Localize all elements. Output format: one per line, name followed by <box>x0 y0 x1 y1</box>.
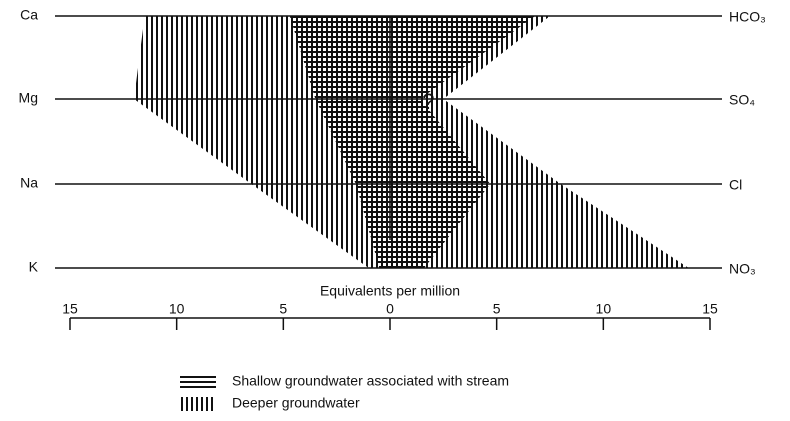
x-tick-label: 0 <box>386 301 394 317</box>
legend-label: Shallow groundwater associated with stre… <box>232 373 509 389</box>
x-tick-label: 10 <box>169 301 185 317</box>
x-tick-label: 10 <box>596 301 612 317</box>
annotation: ? <box>422 89 434 114</box>
cation-label: Na <box>20 175 38 191</box>
cation-label: K <box>29 259 39 275</box>
x-tick-label: 5 <box>493 301 501 317</box>
x-tick-label: 15 <box>62 301 78 317</box>
legend-swatch <box>180 397 216 411</box>
legend-swatch <box>180 375 216 389</box>
legend-label: Deeper groundwater <box>232 395 360 411</box>
cation-label: Ca <box>20 7 38 23</box>
anion-label: HCO₃ <box>729 9 766 25</box>
x-axis-label: Equivalents per million <box>320 283 460 299</box>
anion-label: Cl <box>729 177 742 193</box>
x-tick-label: 5 <box>279 301 287 317</box>
anion-label: SO₄ <box>729 92 755 108</box>
anion-label: NO₃ <box>729 261 756 277</box>
stiff-polygon <box>134 16 689 268</box>
x-tick-label: 15 <box>702 301 718 317</box>
cation-label: Mg <box>19 90 38 106</box>
